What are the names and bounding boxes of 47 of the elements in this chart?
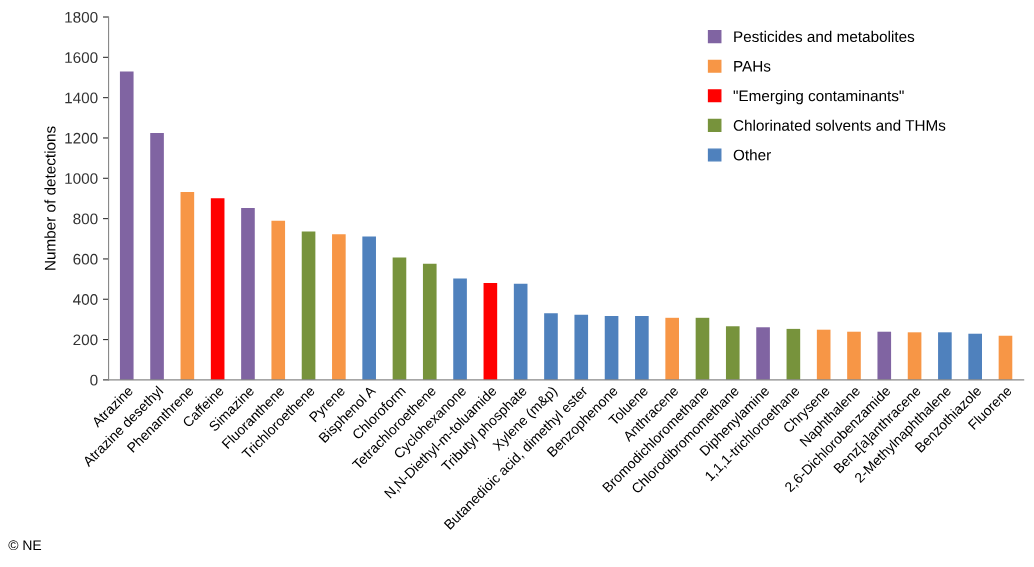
bar — [725, 326, 740, 380]
legend-label: Pesticides and metabolites — [734, 30, 915, 43]
bar — [756, 327, 770, 380]
legend-label: PAHs — [734, 61, 771, 72]
bar — [271, 220, 286, 380]
bar — [392, 257, 407, 380]
bar — [604, 315, 619, 380]
y-tick-label: 1200 — [65, 132, 98, 144]
y-tick-label: 800 — [73, 213, 98, 225]
bar — [362, 236, 376, 380]
legend-label: Other — [733, 149, 771, 161]
bar — [574, 314, 589, 380]
bar — [907, 332, 922, 380]
bar — [938, 332, 952, 380]
bar — [816, 329, 831, 380]
bar — [513, 283, 528, 380]
bar — [968, 333, 982, 380]
y-tick-label: 600 — [73, 253, 98, 265]
bar — [695, 317, 710, 380]
bar — [847, 331, 861, 380]
bar — [453, 278, 467, 380]
bar — [150, 132, 164, 380]
y-axis-title: Number of detections — [44, 126, 56, 270]
bar — [665, 317, 679, 380]
bar — [877, 331, 892, 380]
y-tick-label: 0 — [90, 374, 98, 386]
legend-label: Chlorinated solvents and THMs — [733, 119, 946, 131]
legend-label: "Emerging contaminants" — [733, 90, 904, 105]
bar — [635, 315, 649, 380]
y-tick-label: 1800 — [65, 11, 98, 23]
bar — [332, 234, 346, 380]
bar — [210, 198, 225, 380]
y-tick-label: 1000 — [65, 173, 98, 184]
bar — [786, 328, 801, 380]
y-tick-label: 200 — [73, 334, 98, 346]
bar — [119, 71, 134, 380]
bar — [483, 283, 498, 380]
bar — [544, 313, 558, 380]
bar — [241, 207, 255, 380]
y-tick-label: 1400 — [65, 92, 98, 104]
y-tick-label: 400 — [73, 294, 98, 305]
bar — [998, 335, 1013, 380]
bar — [422, 263, 437, 380]
bar — [180, 192, 195, 380]
y-tick-label: 1600 — [65, 52, 98, 64]
bar — [301, 231, 316, 380]
text: © NE — [8, 540, 42, 551]
